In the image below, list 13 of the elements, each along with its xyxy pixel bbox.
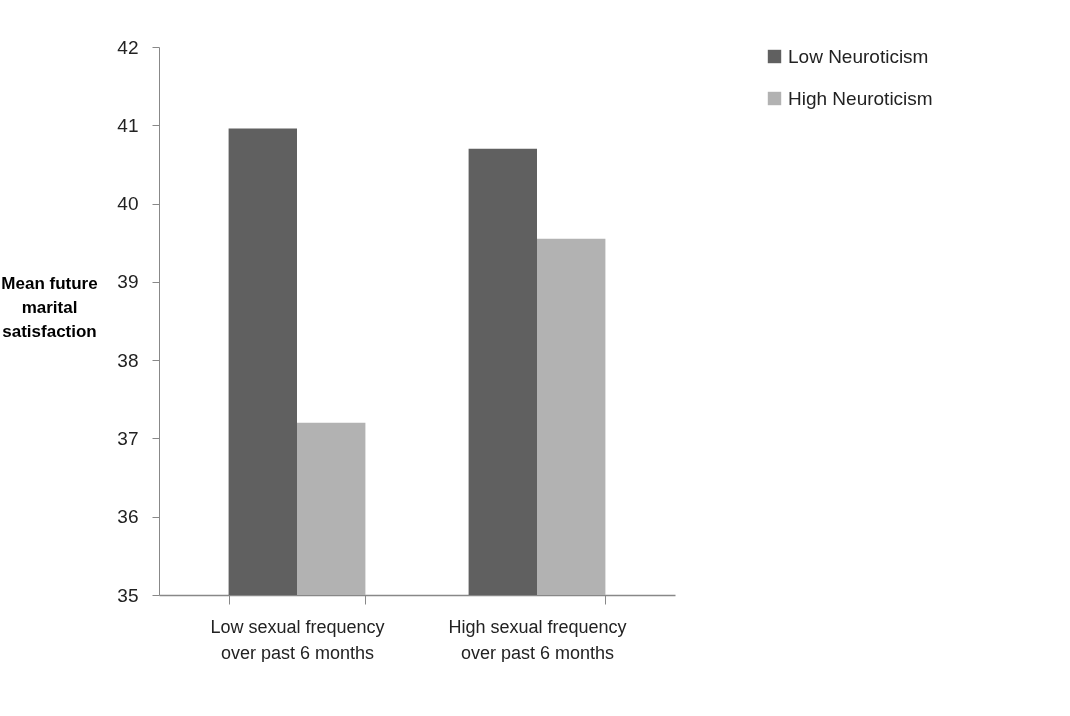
y-axis-title: Mean future marital satisfaction [1,273,98,341]
legend-label: Low Neuroticism [788,45,929,67]
y-tick-label: 38 [117,349,139,371]
x-tick-label: High sexual frequency over past 6 months [448,616,627,663]
y-tick-label: 42 [117,36,139,58]
y-tick-label: 37 [117,427,139,449]
y-tick-label: 39 [117,271,139,293]
y-tick-label: 36 [117,506,139,528]
legend-label: High Neuroticism [788,87,933,109]
y-tick-label: 35 [117,584,139,606]
y-tick-label: 40 [117,193,139,215]
x-tick-label: Low sexual frequency over past 6 months [210,616,385,663]
y-tick-label: 41 [117,114,139,136]
